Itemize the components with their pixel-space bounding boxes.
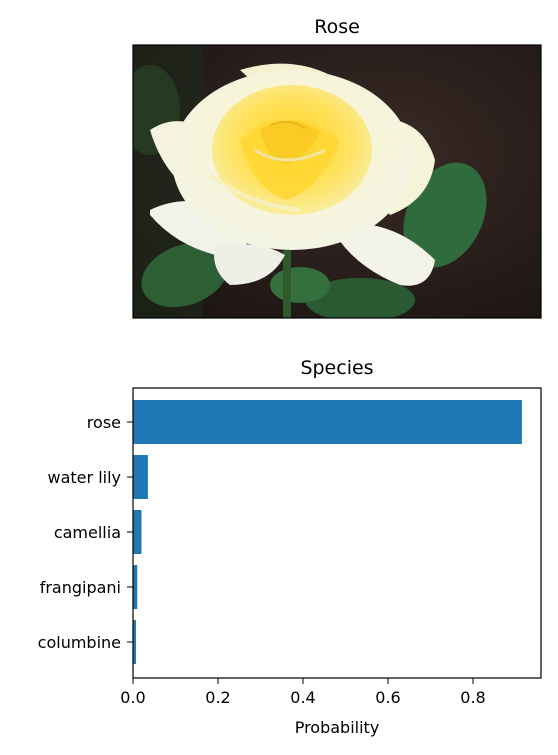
x-tick-label: 0.0 bbox=[120, 688, 145, 707]
bar-frangipani bbox=[133, 565, 138, 609]
x-tick-label: 0.4 bbox=[290, 688, 315, 707]
x-axis-label: Probability bbox=[295, 718, 380, 737]
bars-layer bbox=[133, 400, 522, 664]
bar-camellia bbox=[133, 510, 142, 554]
leaf bbox=[270, 267, 330, 303]
x-axis-ticks: 0.0 0.2 0.4 0.6 0.8 bbox=[120, 678, 486, 707]
y-tick-label: camellia bbox=[54, 523, 121, 542]
y-tick-label: water lily bbox=[48, 468, 121, 487]
image-frame bbox=[132, 44, 542, 319]
x-tick-label: 0.2 bbox=[205, 688, 230, 707]
plot-frame bbox=[132, 387, 542, 679]
bar-columbine bbox=[133, 620, 136, 664]
y-axis-ticks: rose water lily camellia frangipani columbin… bbox=[38, 413, 133, 652]
x-tick-label: 0.6 bbox=[375, 688, 400, 707]
bar-rose bbox=[133, 400, 522, 444]
bar-water-lily bbox=[133, 455, 148, 499]
leaf bbox=[305, 278, 415, 318]
chart-title: Species bbox=[300, 357, 373, 379]
y-tick-label: columbine bbox=[38, 633, 121, 652]
leaf bbox=[141, 242, 229, 308]
image-title: Rose bbox=[314, 16, 360, 38]
x-tick-label: 0.8 bbox=[460, 688, 485, 707]
rose-photo bbox=[133, 45, 541, 318]
y-tick-label: frangipani bbox=[40, 578, 121, 597]
y-tick-label: rose bbox=[87, 413, 121, 432]
